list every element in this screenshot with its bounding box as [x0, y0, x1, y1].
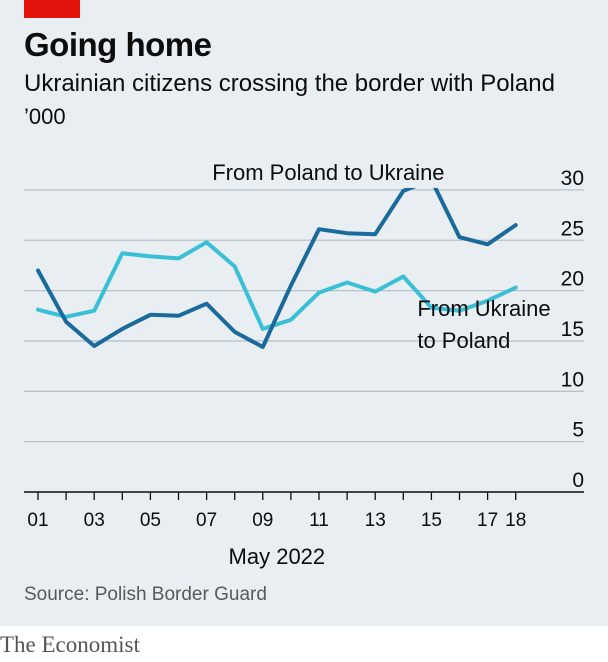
x-tick-label: 03	[84, 510, 105, 531]
x-tick-label: 01	[27, 510, 48, 531]
x-tick-label: 13	[365, 510, 386, 531]
series-labels: From Poland to Ukraine From Ukraine to Pol…	[204, 157, 551, 353]
x-axis: 01 03 05 07 09 11 13 15 17 18 May 2022	[24, 491, 584, 569]
series-label: to Poland	[417, 328, 510, 353]
x-tick-label: 15	[421, 510, 442, 531]
y-tick-label: 25	[561, 217, 584, 240]
x-tick-label: 05	[140, 510, 161, 531]
brand-logo-text: The Economist	[0, 632, 140, 657]
gridlines	[24, 189, 584, 443]
x-tick-label: 07	[196, 510, 217, 531]
brand-red-tab	[24, 0, 80, 18]
y-tick-label: 5	[572, 419, 584, 442]
series-line-1	[36, 240, 518, 331]
chart-card: Going home Ukrainian citizens crossing t…	[0, 0, 608, 626]
chart-title: Going home	[24, 26, 212, 63]
y-tick-label: 20	[561, 268, 584, 291]
x-tick-label: 11	[309, 510, 329, 531]
x-axis-title: May 2022	[229, 544, 326, 569]
series-label: From Ukraine	[417, 296, 550, 321]
x-tick-label: 09	[252, 510, 273, 531]
y-tick-label: 10	[561, 368, 584, 391]
unit-label: ’000	[24, 104, 66, 129]
y-tick-label: 0	[572, 469, 584, 492]
y-tick-label: 15	[561, 318, 584, 341]
y-axis-ticks: 0 5 10 15 20 25 30	[561, 167, 584, 492]
x-tick-label: 17	[477, 510, 498, 531]
y-tick-label: 30	[561, 167, 584, 190]
series-line-0	[36, 177, 518, 349]
series-lines	[36, 177, 518, 349]
chart-subtitle: Ukrainian citizens crossing the border w…	[24, 70, 555, 97]
label-backing	[204, 157, 467, 188]
series-label: From Poland to Ukraine	[212, 160, 444, 185]
x-tick-label: 18	[505, 510, 526, 531]
source-note: Source: Polish Border Guard	[24, 584, 267, 605]
